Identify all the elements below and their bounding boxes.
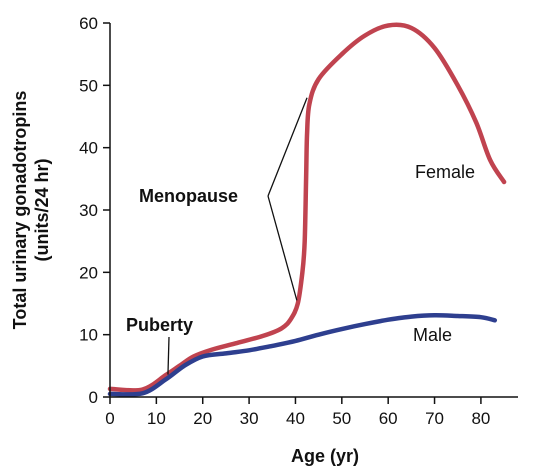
x-tick-label: 80 xyxy=(471,409,490,428)
menopause-pointer xyxy=(267,195,298,301)
y-tick-label: 10 xyxy=(79,326,98,345)
x-axis-title: Age (yr) xyxy=(291,446,359,466)
puberty-pointer xyxy=(167,336,170,375)
annotation-menopause: Menopause xyxy=(139,186,238,206)
annotation-layer xyxy=(167,97,308,375)
y-axis-title-line2: (units/24 hr) xyxy=(32,158,52,261)
x-tick-label: 0 xyxy=(105,409,114,428)
y-tick-label: 60 xyxy=(79,14,98,33)
x-tick-label: 30 xyxy=(240,409,259,428)
y-axis-title-line1: Total urinary gonadotropins xyxy=(10,91,30,330)
series-line-male xyxy=(107,313,498,397)
x-axis-ticks: 0 10 20 30 40 50 60 70 80 xyxy=(105,397,490,428)
y-tick-label: 20 xyxy=(79,263,98,282)
y-tick-label: 0 xyxy=(89,388,98,407)
y-tick-label: 30 xyxy=(79,201,98,220)
annotation-puberty: Puberty xyxy=(126,315,193,335)
y-tick-label: 40 xyxy=(79,139,98,158)
x-tick-label: 50 xyxy=(332,409,351,428)
series-label-male: Male xyxy=(413,325,452,345)
x-tick-label: 40 xyxy=(286,409,305,428)
menopause-pointer xyxy=(267,97,308,197)
x-tick-label: 60 xyxy=(379,409,398,428)
y-axis-ticks: 0 10 20 30 40 50 60 xyxy=(79,14,110,407)
series-layer xyxy=(107,22,507,397)
x-tick-label: 70 xyxy=(425,409,444,428)
series-label-female: Female xyxy=(415,162,475,182)
series-line-female xyxy=(107,22,507,393)
x-tick-label: 10 xyxy=(147,409,166,428)
x-tick-label: 20 xyxy=(193,409,212,428)
y-tick-label: 50 xyxy=(79,76,98,95)
